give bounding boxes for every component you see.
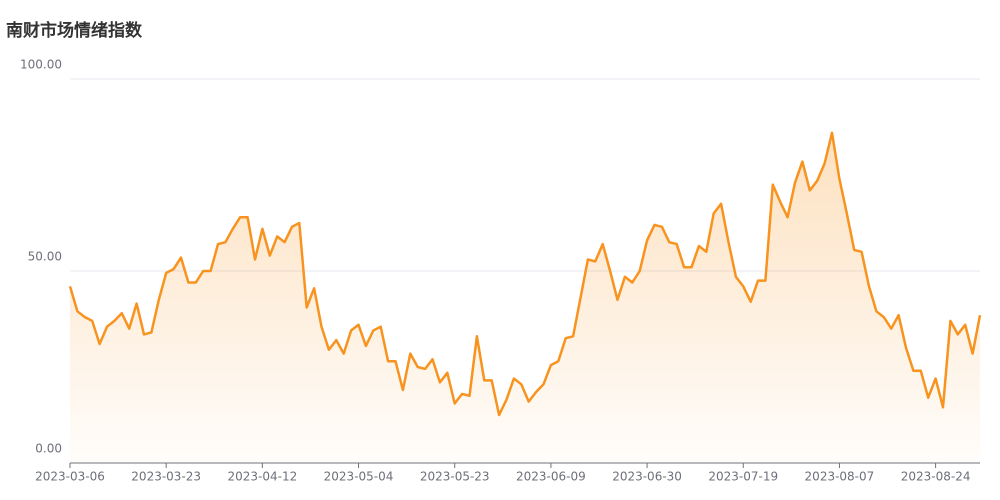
- x-tick-label: 2023-06-30: [612, 470, 682, 484]
- x-tick-label: 2023-03-23: [131, 470, 201, 484]
- x-tick-label: 2023-08-07: [805, 470, 875, 484]
- y-tick-label: 100.00: [20, 58, 62, 72]
- x-tick-label: 2023-05-04: [324, 470, 394, 484]
- area: [70, 132, 980, 464]
- x-tick-label: 2023-07-19: [708, 470, 778, 484]
- x-tick-label: 2023-03-06: [35, 470, 105, 484]
- y-tick-label: 50.00: [28, 250, 62, 264]
- x-tick-label: 2023-06-09: [516, 470, 586, 484]
- line: [68, 131, 982, 417]
- x-tick-label: 2023-08-24: [901, 470, 971, 484]
- y-tick-label: 0.00: [35, 442, 62, 456]
- x-tick-label: 2023-04-12: [227, 470, 297, 484]
- chart-title: 南财市场情绪指数: [6, 20, 143, 41]
- x-tick-label: 2023-05-23: [420, 470, 490, 484]
